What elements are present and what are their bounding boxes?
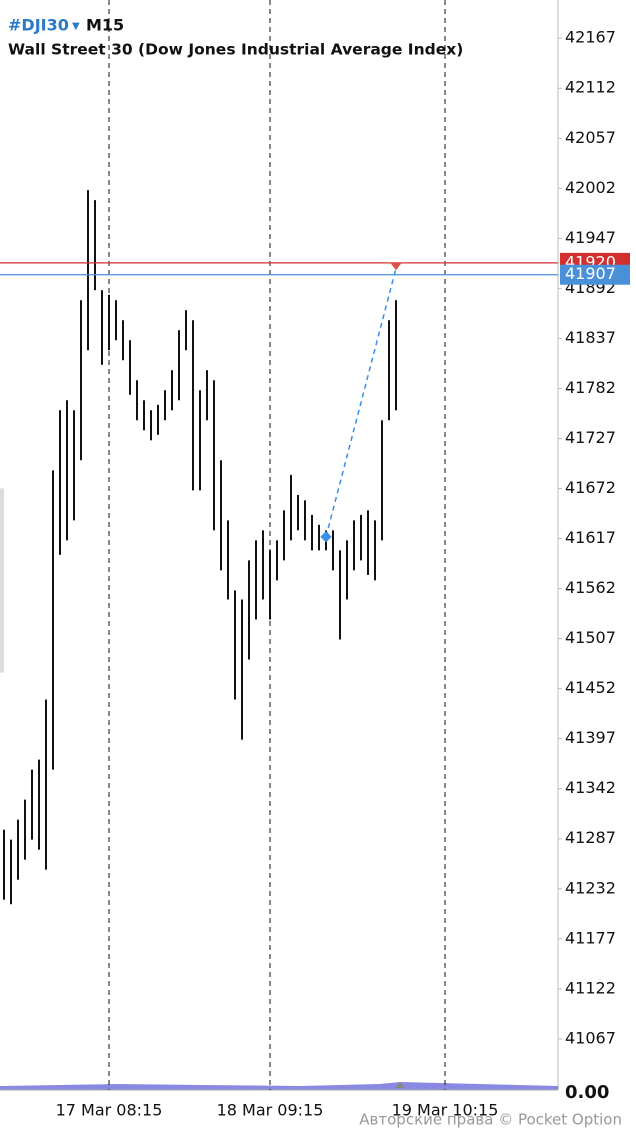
- symbol[interactable]: #DJI30: [8, 16, 69, 35]
- y-tick-label: 41122: [565, 978, 616, 997]
- copyright: Авторские права © Pocket Option: [359, 1111, 622, 1129]
- volume-area: [0, 1082, 558, 1090]
- y-tick-label: 41837: [565, 328, 616, 347]
- y-tick-label: 41397: [565, 728, 616, 747]
- side-handle[interactable]: [0, 488, 4, 673]
- y-tick-label: 41727: [565, 428, 616, 447]
- dropdown-arrow[interactable]: ▼: [72, 21, 80, 32]
- volume-tick-label: 0.00: [565, 1082, 609, 1103]
- instrument-name: Wall Street 30 (Dow Jones Industrial Ave…: [8, 41, 463, 59]
- volume-marker: [395, 1082, 405, 1088]
- y-tick-label: 42112: [565, 78, 616, 97]
- y-tick-label: 41452: [565, 678, 616, 697]
- y-tick-label: 41067: [565, 1028, 616, 1047]
- x-tick-label: 17 Mar 08:15: [56, 1101, 163, 1120]
- x-tick-label: 19 Mar 10:15: [392, 1101, 499, 1120]
- y-tick-label: 41342: [565, 778, 616, 797]
- trade-open-marker: [320, 531, 332, 543]
- y-tick-label: 41507: [565, 628, 616, 647]
- y-tick-label: 41287: [565, 828, 616, 847]
- price-tag: [560, 264, 630, 285]
- x-tick-label: 18 Mar 09:15: [217, 1101, 324, 1120]
- y-tick-label: 42002: [565, 178, 616, 197]
- y-tick-label: 42167: [565, 28, 616, 47]
- y-tick-label: 41177: [565, 928, 616, 947]
- y-tick-label: 41232: [565, 878, 616, 897]
- y-tick-label: 41562: [565, 578, 616, 597]
- y-tick-label: 41617: [565, 528, 616, 547]
- price-tag-label: 41907: [565, 264, 616, 283]
- y-tick-label: 41672: [565, 478, 616, 497]
- y-tick-label: 41947: [565, 228, 616, 247]
- trade-line: [325, 268, 397, 537]
- y-tick-label: 42057: [565, 128, 616, 147]
- timeframe[interactable]: M15: [86, 16, 124, 35]
- trade-close-marker: [390, 262, 402, 271]
- y-tick-label: 41782: [565, 378, 616, 397]
